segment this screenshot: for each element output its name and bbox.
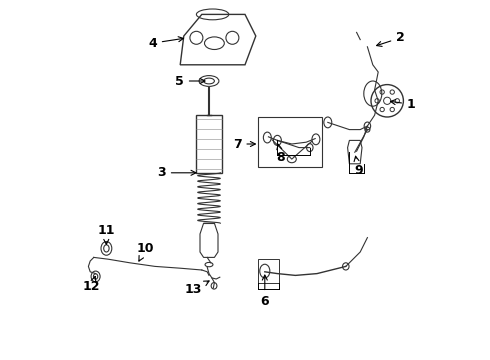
Text: 3: 3 [157, 166, 196, 179]
Bar [196, 115, 221, 173]
Text: 8: 8 [277, 144, 285, 164]
Text: 11: 11 [98, 224, 115, 244]
Text: 7: 7 [233, 138, 255, 150]
Text: 1: 1 [391, 98, 416, 111]
Text: 9: 9 [354, 156, 363, 177]
Text: 2: 2 [377, 31, 405, 46]
Text: 6: 6 [261, 275, 269, 308]
Text: 5: 5 [175, 75, 205, 87]
Text: 13: 13 [184, 281, 209, 296]
Text: 10: 10 [137, 242, 154, 261]
Bar [258, 117, 322, 167]
Bar [258, 259, 279, 283]
Text: 4: 4 [148, 37, 183, 50]
Text: 12: 12 [83, 276, 100, 293]
